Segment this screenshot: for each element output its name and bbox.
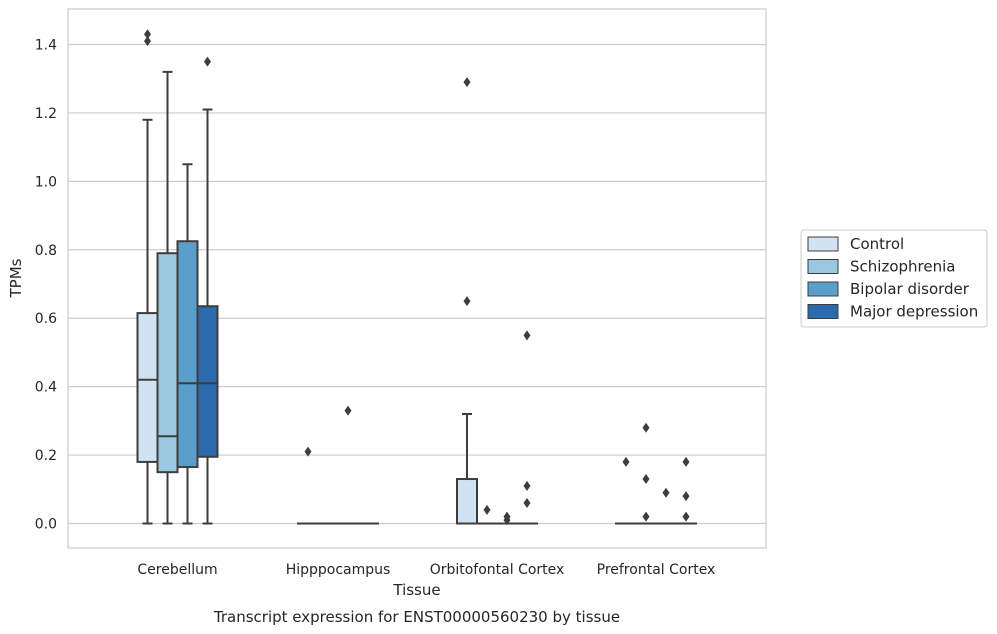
box-body (156, 252, 179, 474)
y-tick-label: 0.6 (35, 311, 57, 327)
legend-label: Bipolar disorder (850, 280, 970, 298)
box-body (176, 240, 199, 469)
x-tick-label: Orbitofontal Cortex (430, 562, 565, 578)
x-tick-label: Cerebellum (137, 562, 217, 578)
outlier-point (642, 422, 650, 433)
box-body (136, 312, 159, 463)
legend-label: Control (850, 235, 904, 253)
legend-label: Major depression (850, 303, 978, 321)
legend: Control Schizophrenia Bipolar disorder Majo… (800, 229, 988, 328)
outlier-point (682, 511, 690, 522)
x-axis-label: Tissue (392, 581, 440, 599)
chart-title: Transcript expression for ENST0000056023… (213, 608, 620, 626)
legend-swatch (807, 259, 839, 274)
y-tick-label: 0.4 (35, 380, 57, 396)
outlier-point (304, 446, 312, 457)
box-control (456, 77, 478, 525)
outlier-point (503, 515, 511, 526)
plot-area-frame (67, 8, 767, 549)
outlier-point (662, 487, 670, 498)
box-major-depression (675, 456, 697, 525)
x-axis-ticks: Cerebellum Hipppocampus Orbitofontal Corte… (137, 562, 715, 578)
outlier-point (523, 497, 531, 508)
outlier-point (523, 480, 531, 491)
y-tick-label: 0.0 (35, 517, 57, 533)
outlier-point (204, 56, 211, 67)
legend-swatch (807, 304, 839, 319)
outlier-point (463, 77, 471, 88)
box-series-group (136, 29, 697, 526)
y-tick-label: 0.2 (35, 448, 57, 464)
legend-swatch (807, 281, 839, 297)
box-bipolar-disorder (496, 511, 518, 526)
y-axis-ticks: 0.0 0.2 0.4 0.6 0.8 1.0 1.2 1.4 (35, 38, 57, 533)
y-tick-label: 1.2 (35, 106, 57, 122)
outlier-point (622, 456, 630, 467)
box-control (615, 456, 637, 525)
outlier-point (682, 491, 690, 502)
box-control (136, 29, 159, 525)
box-major-depression (516, 330, 538, 525)
x-tick-label: Hipppocampus (286, 562, 391, 578)
legend-swatch (807, 236, 839, 252)
outlier-point (682, 456, 690, 467)
outlier-point (642, 474, 650, 485)
y-axis-label: TPMs (7, 258, 25, 298)
legend-label: Schizophrenia (850, 258, 955, 276)
outlier-point (463, 296, 471, 307)
legend-frame (800, 229, 988, 328)
outlier-point (642, 511, 650, 522)
outlier-point (144, 29, 151, 40)
x-tick-label: Prefrontal Cortex (597, 562, 716, 578)
outlier-point (344, 405, 352, 416)
box-body (196, 305, 219, 458)
y-tick-label: 0.8 (35, 243, 57, 259)
box-major-depression (196, 56, 219, 525)
box-body (456, 478, 478, 525)
outlier-point (483, 504, 491, 515)
outlier-point (523, 330, 531, 341)
outlier-point (144, 36, 151, 47)
y-tick-label: 1.0 (35, 174, 57, 190)
y-tick-label: 1.4 (35, 38, 57, 54)
